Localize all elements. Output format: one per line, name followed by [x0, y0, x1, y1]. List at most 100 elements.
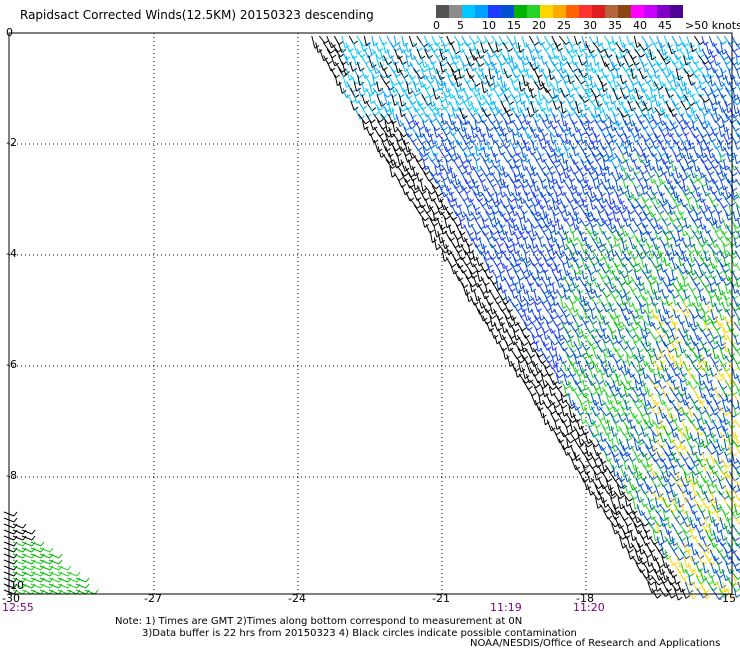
wind-barb — [615, 55, 625, 67]
wind-barb — [602, 412, 611, 424]
map-title: Rapidsact Corrected Winds(12.5KM) 201503… — [20, 8, 374, 22]
wind-barb — [649, 48, 657, 61]
wind-barb — [679, 198, 689, 208]
wind-swath — [311, 35, 740, 601]
wind-barb — [497, 159, 506, 172]
wind-barb — [665, 562, 675, 575]
wind-barb — [322, 42, 336, 54]
wind-barb — [571, 204, 580, 216]
wind-barb — [711, 250, 722, 263]
wind-barb — [514, 48, 524, 60]
wind-barb — [536, 48, 544, 60]
wind-barb — [478, 237, 488, 250]
wind-barb — [485, 87, 493, 98]
wind-barb — [717, 74, 726, 87]
legend-swatch — [475, 5, 488, 18]
wind-barb — [383, 81, 395, 91]
wind-barb — [623, 68, 635, 77]
wind-barb — [410, 87, 421, 97]
wind-barb — [489, 133, 499, 144]
wind-barb — [562, 263, 571, 277]
wind-barb — [735, 68, 740, 79]
wind-barb — [718, 113, 730, 123]
wind-barb — [597, 100, 605, 114]
wind-barb — [611, 48, 624, 60]
wind-barb — [360, 68, 370, 79]
wind-barb — [624, 133, 633, 146]
wind-barb — [353, 55, 361, 66]
wind-barb — [616, 386, 626, 398]
wind-barb — [693, 510, 702, 521]
wind-barb — [728, 94, 740, 106]
wind-barb — [562, 347, 575, 358]
wind-barb — [677, 581, 686, 593]
wind-barb — [704, 503, 716, 515]
wind-barb — [435, 55, 448, 67]
wind-barb — [687, 100, 697, 114]
wind-barb — [511, 81, 520, 91]
legend-label: 0 — [433, 19, 440, 32]
wind-barb — [482, 120, 494, 132]
wind-barb — [709, 185, 718, 195]
wind-barb — [679, 74, 688, 87]
wind-barb — [634, 464, 643, 477]
wind-barb — [650, 393, 660, 406]
wind-barb — [555, 360, 563, 373]
wind-barb — [492, 74, 500, 88]
wind-barb — [587, 120, 594, 131]
wind-barb — [703, 393, 713, 405]
wind-barb — [699, 484, 708, 495]
wind-barb — [642, 100, 653, 112]
wind-barb — [503, 81, 511, 91]
wind-barb — [693, 425, 705, 436]
wind-barb — [712, 516, 720, 527]
wind-barb — [608, 55, 618, 68]
wind-barb — [661, 289, 670, 299]
wind-barb — [499, 74, 508, 88]
wind-barb — [361, 81, 369, 93]
wind-barb — [642, 380, 651, 393]
wind-barb — [717, 282, 726, 296]
wind-barb — [381, 139, 391, 152]
wind-barb — [518, 94, 527, 105]
wind-barb — [452, 120, 461, 132]
wind-barb — [440, 113, 449, 125]
wind-barb — [649, 185, 658, 196]
wind-barb — [588, 438, 600, 448]
wind-barb — [517, 42, 525, 53]
wind-barb — [609, 107, 620, 117]
wind-barb — [628, 113, 636, 127]
wind-barb — [588, 269, 597, 282]
wind-barb — [546, 334, 559, 346]
wind-barb — [481, 81, 489, 94]
wind-barb — [667, 516, 674, 529]
wind-barb — [582, 61, 594, 72]
wind-barb — [365, 87, 375, 97]
wind-barb — [555, 68, 568, 79]
legend-swatch — [631, 5, 644, 18]
wind-barb — [495, 55, 507, 66]
wind-barb — [733, 575, 740, 586]
legend-label: >50 knots — [685, 19, 740, 32]
wind-barb — [371, 61, 381, 74]
wind-barb — [451, 94, 464, 106]
legend-swatch — [488, 5, 501, 18]
wind-barb — [736, 107, 740, 118]
wind-barb — [657, 87, 665, 99]
wind-barb — [628, 152, 638, 163]
wind-barb — [395, 113, 405, 127]
wind-barb — [413, 191, 422, 201]
notes: Note: 1) Times are GMT 2)Times along bot… — [115, 616, 577, 640]
wind-barb — [734, 419, 740, 429]
wind-barb — [497, 315, 506, 327]
legend-swatch — [514, 5, 527, 18]
wind-barb — [654, 399, 665, 413]
wind-barb — [521, 367, 530, 380]
wind-barb — [514, 185, 522, 197]
wind-barb — [689, 432, 698, 442]
wind-barb — [682, 347, 692, 359]
legend-label: 10 — [482, 19, 496, 32]
wind-barb — [534, 120, 544, 133]
wind-barb — [507, 211, 517, 223]
wind-barb — [734, 432, 740, 444]
